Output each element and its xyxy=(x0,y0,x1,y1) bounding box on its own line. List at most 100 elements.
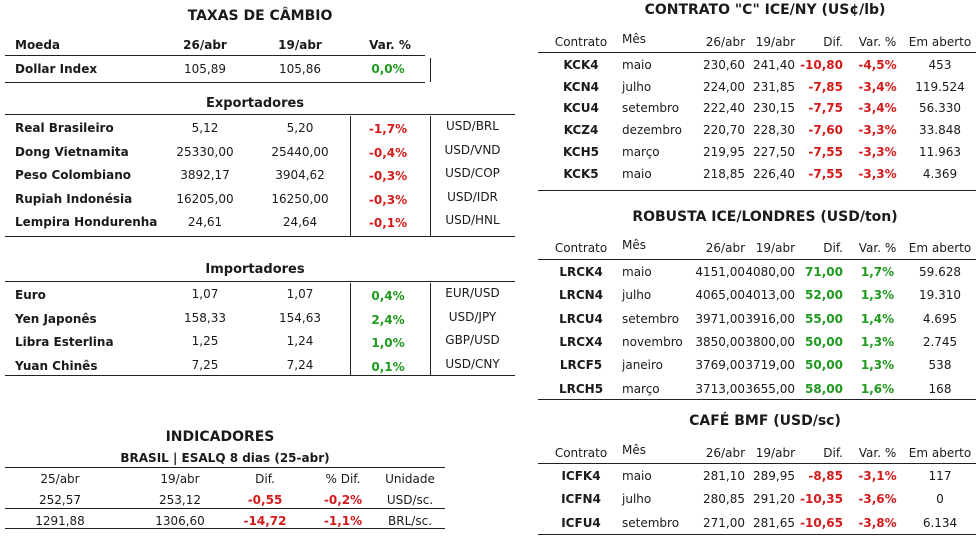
market-header-dif: Dif. xyxy=(823,35,843,49)
fx-exporter-pair: USD/HNL xyxy=(445,213,500,227)
market-cell-contract: KCZ4 xyxy=(563,123,599,138)
market-cell-date1: 271,00 xyxy=(703,515,745,530)
market-cell-date2: 291,20 xyxy=(753,492,795,507)
market-header-month: Mês xyxy=(622,32,646,46)
market-cell-open-interest: 453 xyxy=(928,58,952,72)
fx-exporter-name: Dong Vietnamita xyxy=(15,144,129,159)
fx-exporter-v1: 3892,17 xyxy=(180,168,230,182)
market-cell-open-interest: 11.963 xyxy=(919,144,961,159)
market-cell-month: maio xyxy=(622,58,652,72)
fx-importer-pair: USD/CNY xyxy=(445,356,500,371)
fx-exporter-var: -0,3% xyxy=(368,169,408,183)
fx-exporter-name: Peso Colombiano xyxy=(15,168,131,182)
market-cell-date1: 220,70 xyxy=(703,123,745,138)
fx-importer-name: Euro xyxy=(15,288,46,302)
market-cell-var: 1,4% xyxy=(860,311,895,326)
market-cell-contract: ICFK4 xyxy=(561,469,601,483)
indicators-row-divider xyxy=(5,508,445,509)
market-header-date2: 19/abr xyxy=(755,446,795,460)
market-cell-var: -3,1% xyxy=(858,469,897,483)
fx-importer-v2: 1,07 xyxy=(286,287,314,301)
fx-exporter-var: -0,4% xyxy=(368,145,408,160)
market-cell-date2: 241,40 xyxy=(753,58,795,72)
market-header-var: Var. % xyxy=(858,446,897,460)
market-cell-month: março xyxy=(622,144,660,159)
market-cell-open-interest: 33.848 xyxy=(919,123,961,138)
fx-exporter-v1: 16205,00 xyxy=(176,191,234,206)
fx-importers-vdiv xyxy=(350,283,351,375)
fx-index-divider xyxy=(5,82,425,83)
market-cell-var: -3,3% xyxy=(858,144,897,159)
market-cell-month: julho xyxy=(622,79,652,94)
market-cell-contract: KCK4 xyxy=(563,58,599,72)
market-cell-date1: 281,10 xyxy=(703,469,745,483)
market-cell-date2: 3655,00 xyxy=(745,381,795,396)
market-cell-dif: -8,85 xyxy=(808,469,843,483)
indicators-row-dif: -0,55 xyxy=(247,493,283,507)
market-header-month: Mês xyxy=(622,443,646,457)
market-header-var: Var. % xyxy=(858,35,897,49)
market-header-open-interest: Em aberto xyxy=(908,241,972,255)
fx-header-date2: 19/abr xyxy=(278,38,322,52)
fx-index-v2: 105,86 xyxy=(279,62,321,76)
fx-importer-v2: 154,63 xyxy=(279,310,321,325)
fx-importers-title: Importadores xyxy=(205,262,305,277)
market-cell-contract: LRCX4 xyxy=(559,334,603,349)
market-header-date1: 26/abr xyxy=(705,35,745,49)
market-cell-date2: 228,30 xyxy=(753,123,795,138)
market-header-month: Mês xyxy=(622,238,646,252)
indicators-header-date2: 19/abr xyxy=(160,472,200,486)
market-cell-dif: -7,60 xyxy=(808,123,843,138)
market-cell-date2: 3719,00 xyxy=(745,358,795,373)
market-cell-var: -3,8% xyxy=(858,515,897,530)
market-cell-open-interest: 19.310 xyxy=(919,288,961,303)
fx-importer-pair: EUR/USD xyxy=(445,286,500,300)
indicators-subtitle-divider xyxy=(5,467,445,468)
market-header-open-interest: Em aberto xyxy=(908,446,972,460)
fx-importer-var: 0,4% xyxy=(371,289,405,303)
market-cell-var: 1,3% xyxy=(860,334,895,349)
fx-importer-v1: 1,25 xyxy=(191,334,219,348)
market-cell-dif: 50,00 xyxy=(805,334,843,349)
fx-exporter-pair: USD/COP xyxy=(445,166,500,180)
market-cell-date1: 3713,00 xyxy=(695,381,745,396)
market-cell-open-interest: 2.745 xyxy=(922,334,958,349)
indicators-title: INDICADORES xyxy=(165,429,275,445)
market-cell-date1: 224,00 xyxy=(703,79,745,94)
market-cell-open-interest: 6.134 xyxy=(922,515,958,530)
fx-title: TAXAS DE CÂMBIO xyxy=(187,8,333,24)
fx-importer-pair: USD/JPY xyxy=(448,309,497,324)
market-header-divider xyxy=(538,259,976,260)
fx-header-divider xyxy=(5,55,425,56)
fx-exporters-divider xyxy=(5,114,515,115)
market-cell-dif: -7,55 xyxy=(808,166,843,181)
market-cell-dif: -7,55 xyxy=(808,144,843,159)
fx-exporter-v2: 5,20 xyxy=(286,121,314,135)
fx-exporter-name: Real Brasileiro xyxy=(15,121,114,135)
market-header-dif: Dif. xyxy=(823,241,843,255)
indicators-row-pct: -1,1% xyxy=(323,514,363,528)
market-cell-date2: 226,40 xyxy=(753,166,795,181)
market-cell-date1: 280,85 xyxy=(703,492,745,507)
fx-exporter-v1: 5,12 xyxy=(191,121,219,135)
market-cell-contract: LRCN4 xyxy=(558,288,604,303)
market-cell-var: 1,6% xyxy=(860,381,895,396)
market-cell-contract: ICFN4 xyxy=(561,492,601,507)
market-cell-var: -4,5% xyxy=(858,58,897,72)
fx-exporter-name: Rupiah Indonésia xyxy=(15,191,133,206)
fx-importer-v2: 7,24 xyxy=(286,357,314,372)
market-header-contract: Contrato xyxy=(554,35,608,49)
fx-importer-pair: GBP/USD xyxy=(445,333,500,347)
market-cell-dif: 55,00 xyxy=(805,311,843,326)
fx-exporter-pair: USD/IDR xyxy=(447,189,498,204)
market-cell-date2: 4013,00 xyxy=(745,288,795,303)
market-cell-dif: 52,00 xyxy=(805,288,843,303)
market-cell-date2: 289,95 xyxy=(753,469,795,483)
market-cell-month: maio xyxy=(622,166,652,181)
market-header-date1: 26/abr xyxy=(705,241,745,255)
fx-exporter-var: -1,7% xyxy=(368,122,408,136)
market-cell-month: setembro xyxy=(622,515,680,530)
market-bottom xyxy=(538,534,976,535)
market-cell-dif: -7,75 xyxy=(808,101,843,116)
market-cell-contract: ICFU4 xyxy=(561,515,601,530)
